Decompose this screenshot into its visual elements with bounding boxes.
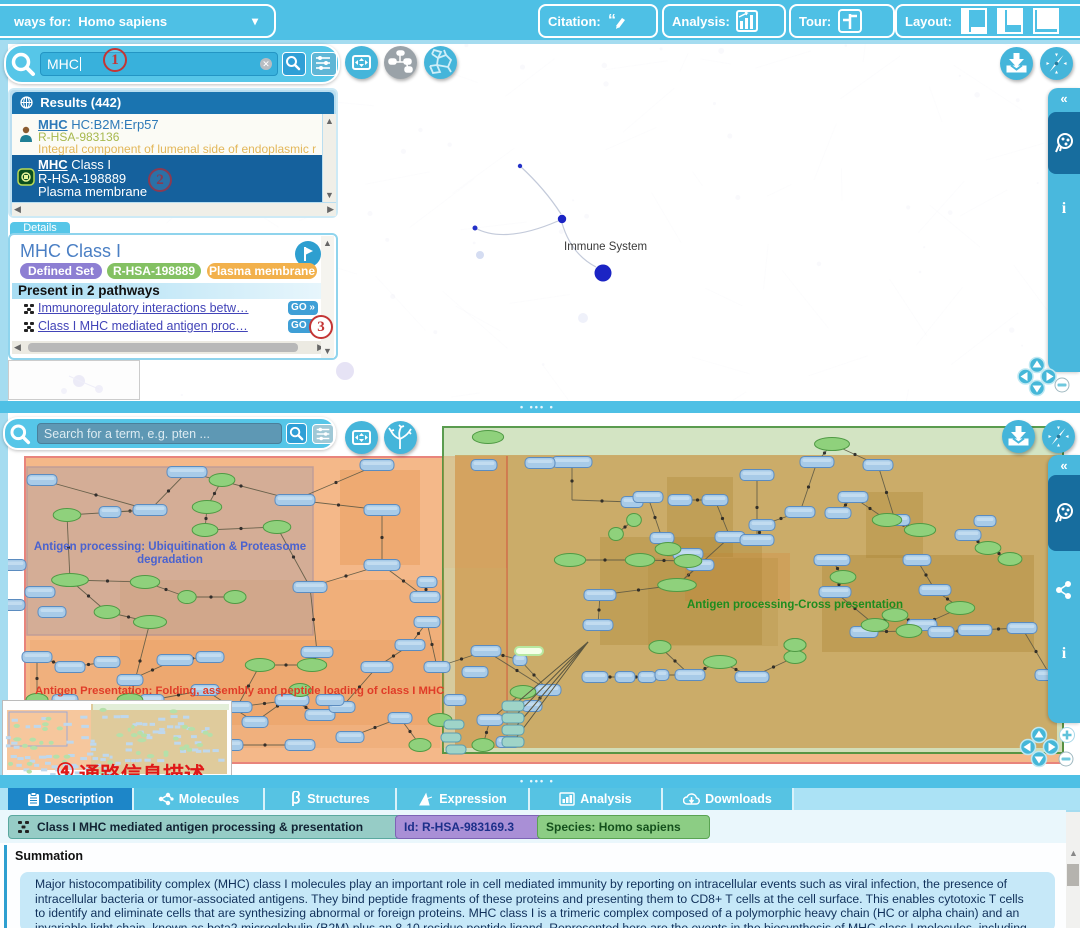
- svg-text:Antigen processing-Cross prese: Antigen processing-Cross presentation: [687, 599, 903, 611]
- svg-text:Antigen processing: Ubiquitina: Antigen processing: Ubiquitination & Pro…: [34, 541, 306, 553]
- svg-text:Antigen Presentation: Folding,: Antigen Presentation: Folding, assembly …: [35, 685, 444, 697]
- svg-text:“: “: [608, 12, 616, 29]
- svg-text:Immune System: Immune System: [564, 241, 647, 253]
- svg-text:degradation: degradation: [137, 554, 203, 566]
